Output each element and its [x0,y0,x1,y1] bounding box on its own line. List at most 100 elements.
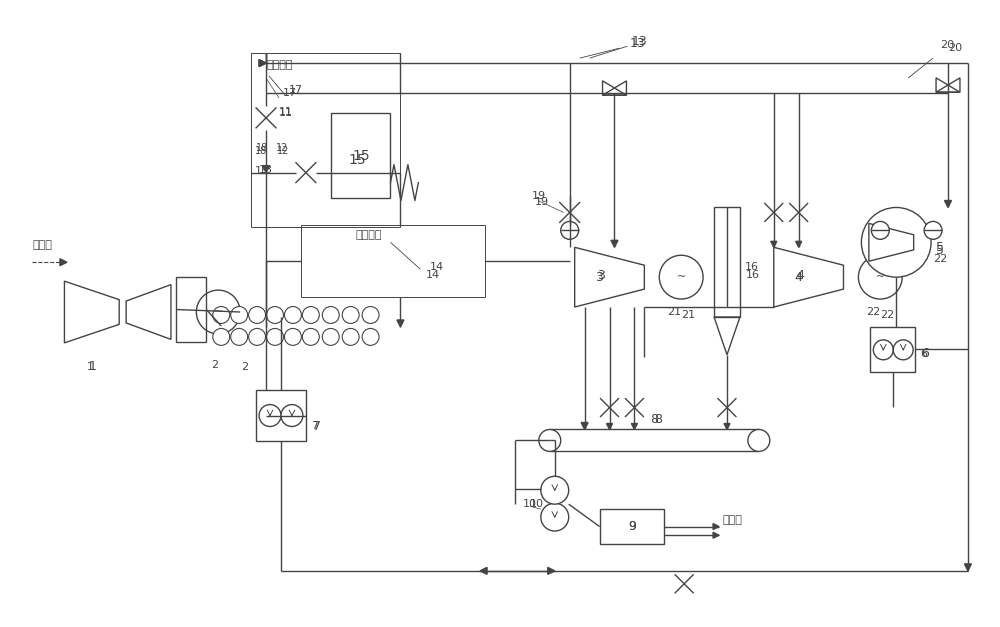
Circle shape [342,329,359,345]
Text: 21: 21 [667,307,681,317]
Text: 6: 6 [920,349,927,359]
Text: 17: 17 [289,85,303,95]
Polygon shape [713,524,719,530]
Bar [256,389,306,441]
Text: 1: 1 [89,361,97,373]
Text: 9: 9 [628,520,636,533]
Bar [600,509,664,544]
Text: 14: 14 [430,262,444,272]
Circle shape [302,307,319,324]
Circle shape [659,255,703,299]
Text: 13: 13 [629,37,645,50]
Circle shape [539,429,561,451]
Text: 22: 22 [866,307,881,317]
Text: 13: 13 [255,166,269,176]
Polygon shape [796,241,802,247]
Text: 11: 11 [279,108,293,118]
Text: 13: 13 [259,165,273,175]
Text: 凝结水: 凝结水 [722,515,742,525]
Circle shape [541,503,569,531]
Circle shape [541,477,569,504]
Text: 16: 16 [745,262,759,272]
Polygon shape [259,60,266,66]
Circle shape [342,307,359,324]
Circle shape [861,208,931,277]
Circle shape [213,329,230,345]
Polygon shape [480,567,487,574]
Text: 17: 17 [283,88,297,98]
Text: 22: 22 [880,310,895,320]
Polygon shape [964,564,971,571]
Text: 天燃气: 天燃气 [32,240,52,250]
Text: 2: 2 [211,360,218,370]
Polygon shape [611,240,618,247]
Bar [714,208,740,317]
Bar [870,327,915,372]
Circle shape [231,307,248,324]
Text: 4: 4 [795,271,803,283]
Circle shape [284,329,301,345]
Text: 6: 6 [921,347,929,361]
Text: 12: 12 [276,143,288,153]
Bar [251,53,400,228]
Circle shape [322,329,339,345]
Circle shape [231,329,248,345]
Bar [550,429,759,451]
Text: 3: 3 [598,269,605,282]
Circle shape [213,307,230,324]
Circle shape [249,329,266,345]
Text: 18: 18 [256,143,268,153]
Text: 15: 15 [353,149,370,162]
Circle shape [924,221,942,240]
Circle shape [873,340,893,360]
Text: 7: 7 [313,420,321,433]
Text: 10: 10 [530,499,544,509]
Circle shape [249,307,266,324]
Circle shape [259,404,281,426]
Text: 19: 19 [532,191,546,201]
Polygon shape [581,423,588,429]
Circle shape [284,307,301,324]
Text: 21: 21 [681,310,695,320]
Polygon shape [397,320,404,327]
Polygon shape [945,201,951,208]
Polygon shape [771,241,777,247]
Polygon shape [607,423,612,429]
Polygon shape [60,259,67,266]
Text: 11: 11 [279,107,293,117]
Text: 低压蒸汽: 低压蒸汽 [356,230,382,240]
Text: 18: 18 [255,145,267,155]
Text: 高压蒸汽: 高压蒸汽 [266,60,293,70]
Bar [176,277,206,342]
Text: 9: 9 [628,520,636,533]
Text: ~: ~ [214,307,223,317]
Text: ~: ~ [876,272,885,282]
Text: 4: 4 [797,269,805,282]
Text: 8: 8 [654,413,662,426]
Text: 8: 8 [650,413,658,426]
Circle shape [196,290,240,334]
Circle shape [748,429,770,451]
Circle shape [281,404,303,426]
Text: 3: 3 [596,271,603,283]
Text: 20: 20 [940,40,954,50]
Polygon shape [724,423,730,429]
Text: 20: 20 [948,43,962,53]
Text: 7: 7 [311,421,318,431]
Polygon shape [548,567,555,574]
Text: 1: 1 [87,362,94,372]
Circle shape [561,221,579,240]
Text: 5: 5 [936,244,944,257]
Circle shape [893,340,913,360]
Bar [301,225,485,297]
Circle shape [267,329,283,345]
Circle shape [871,221,889,240]
Circle shape [362,307,379,324]
Text: 12: 12 [277,145,289,155]
Text: 10: 10 [523,499,537,509]
Text: ~: ~ [677,272,686,282]
Bar [331,113,390,198]
Text: 19: 19 [535,198,549,208]
Text: 5: 5 [936,241,944,254]
Polygon shape [259,60,266,66]
